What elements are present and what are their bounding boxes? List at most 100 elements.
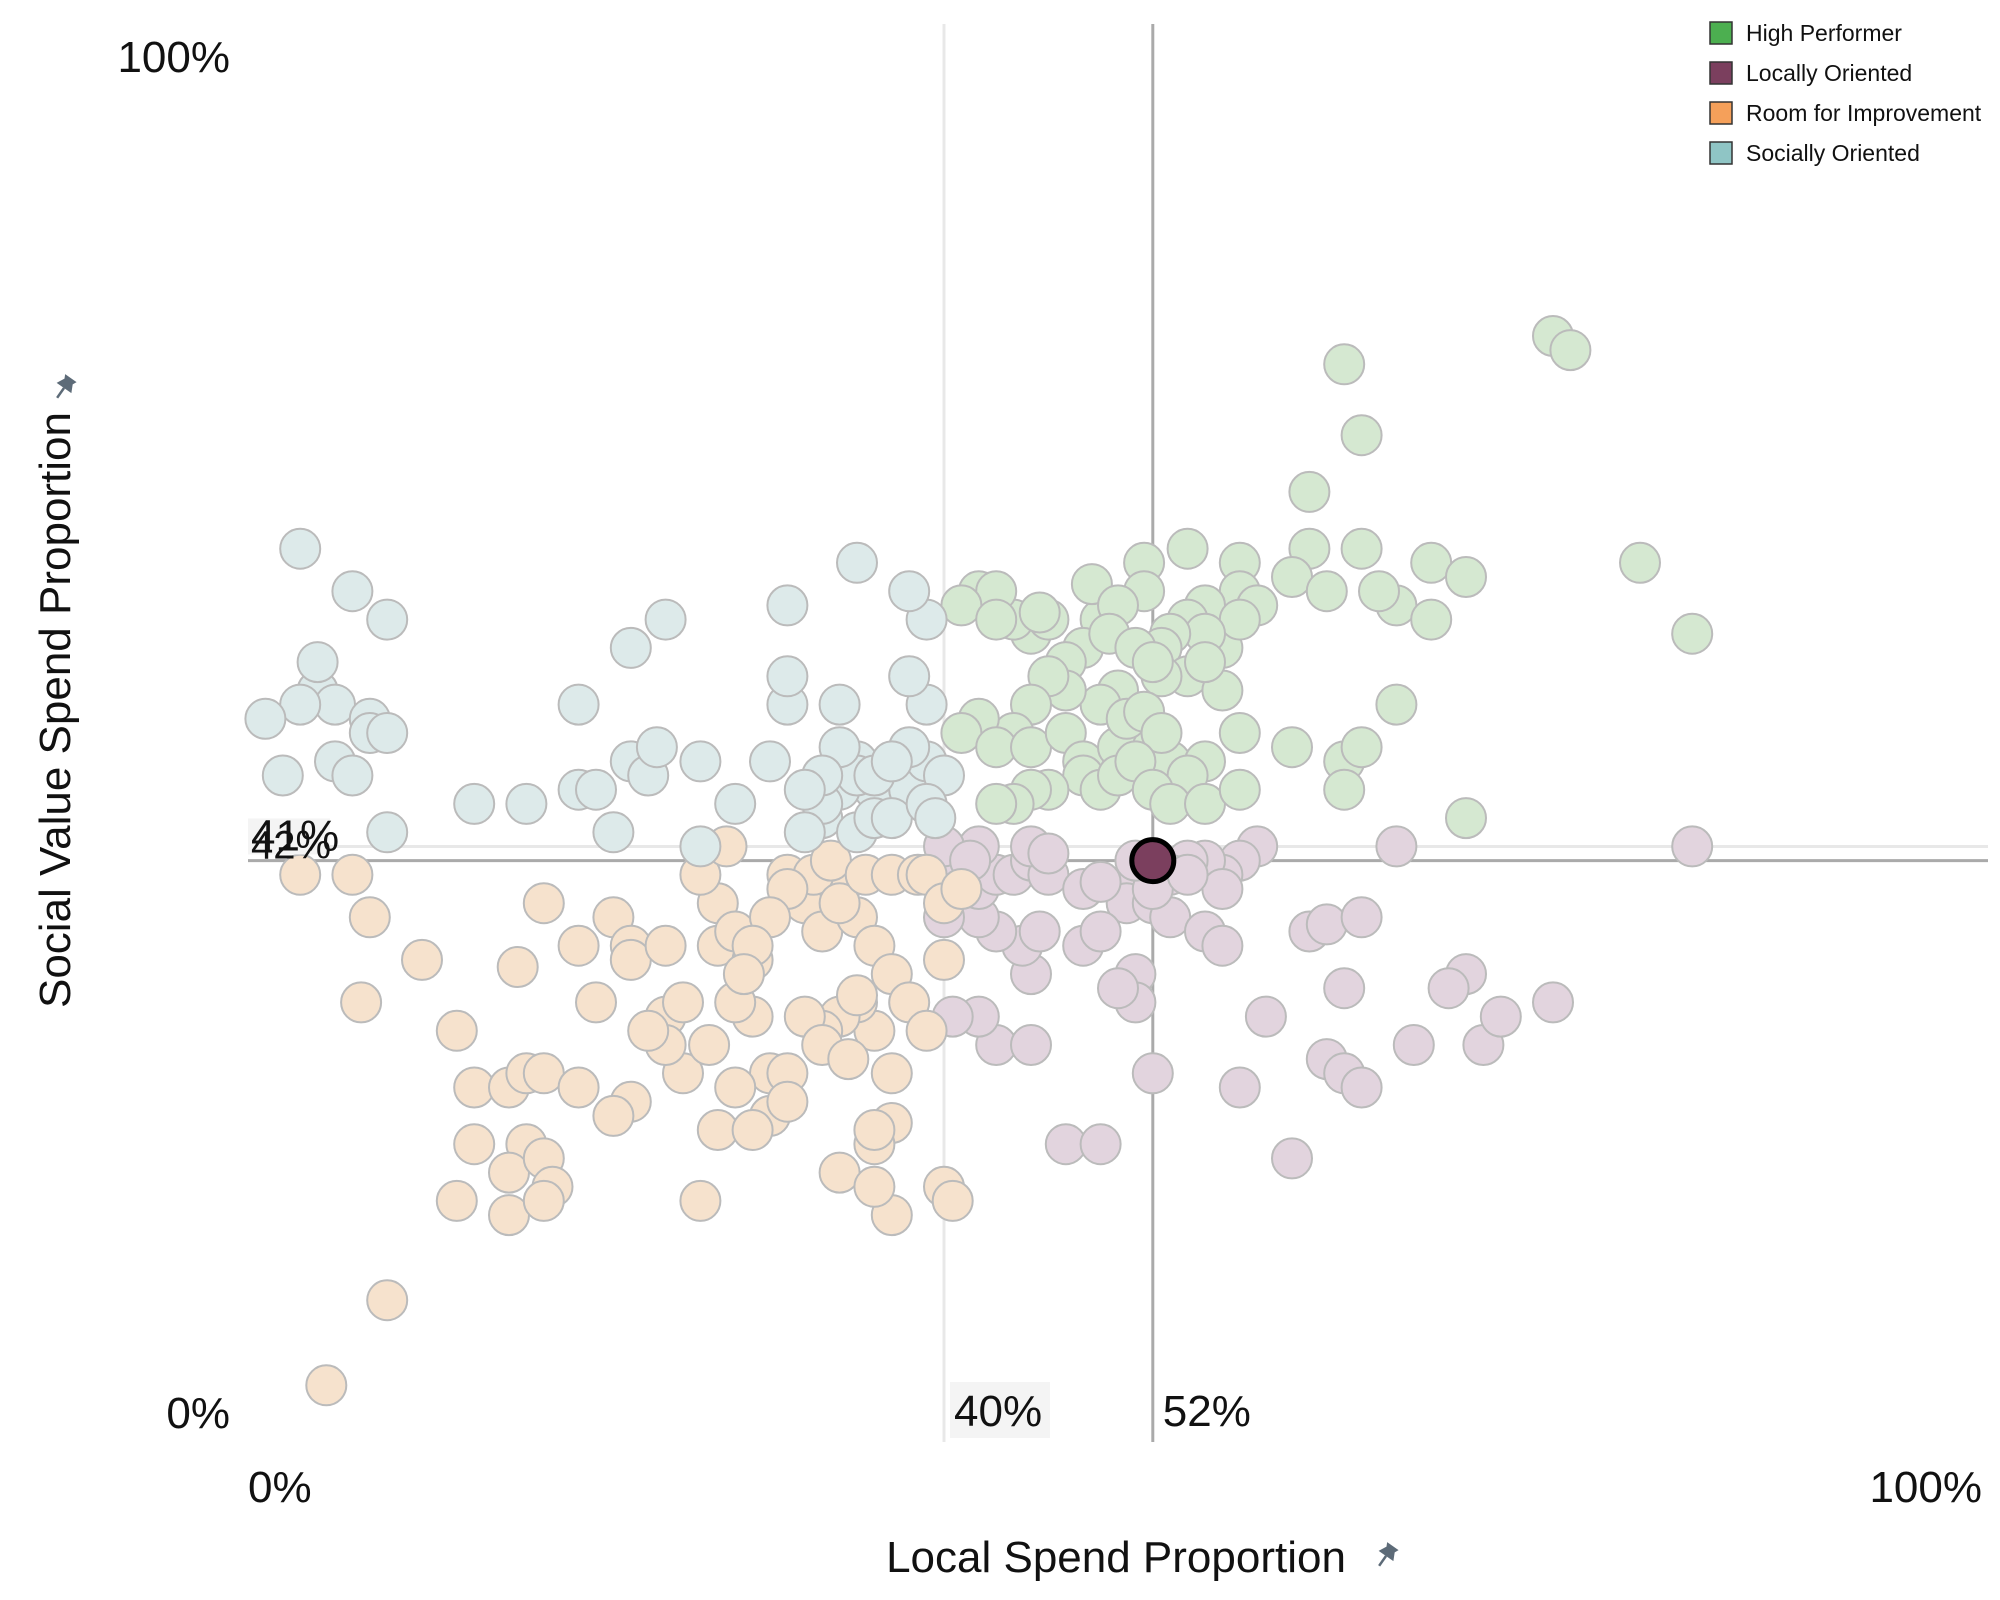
data-point-socially-oriented[interactable]	[836, 541, 878, 584]
data-point-high-performer[interactable]	[1323, 343, 1366, 386]
data-point-socially-oriented[interactable]	[505, 782, 548, 825]
data-point-locally-oriented[interactable]	[1201, 924, 1244, 967]
data-point-room-for-improvement[interactable]	[453, 1123, 496, 1166]
data-point-locally-oriented[interactable]	[1340, 1066, 1383, 1109]
data-point-locally-oriented[interactable]	[1479, 995, 1522, 1038]
data-point-high-performer[interactable]	[1166, 527, 1209, 570]
data-point-locally-oriented[interactable]	[1079, 910, 1122, 953]
data-point-socially-oriented[interactable]	[331, 754, 374, 797]
legend-label-high-performer[interactable]: High Performer	[1746, 20, 1902, 46]
data-point-room-for-improvement[interactable]	[331, 853, 374, 896]
legend-swatch-socially-oriented[interactable]	[1709, 141, 1733, 165]
data-point-socially-oriented[interactable]	[766, 655, 809, 698]
data-point-high-performer[interactable]	[1375, 683, 1418, 726]
data-point-room-for-improvement[interactable]	[644, 924, 687, 967]
data-point-locally-oriented[interactable]	[1340, 896, 1383, 939]
data-point-socially-oriented[interactable]	[870, 740, 913, 783]
data-point-high-performer[interactable]	[1018, 591, 1061, 634]
highlighted-data-point[interactable]	[1129, 837, 1177, 885]
data-point-socially-oriented[interactable]	[914, 797, 957, 840]
data-point-high-performer[interactable]	[1358, 570, 1400, 613]
data-point-high-performer[interactable]	[1140, 712, 1183, 754]
data-point-socially-oriented[interactable]	[766, 584, 809, 627]
data-point-high-performer[interactable]	[1445, 556, 1487, 598]
data-point-locally-oriented[interactable]	[1392, 1024, 1435, 1066]
data-point-socially-oriented[interactable]	[331, 570, 374, 613]
data-point-high-performer[interactable]	[1131, 641, 1174, 684]
data-point-locally-oriented[interactable]	[1323, 967, 1366, 1010]
data-point-room-for-improvement[interactable]	[340, 981, 383, 1024]
data-point-room-for-improvement[interactable]	[522, 1179, 565, 1222]
data-point-socially-oriented[interactable]	[749, 740, 791, 783]
data-point-high-performer[interactable]	[1671, 612, 1714, 655]
data-point-room-for-improvement[interactable]	[931, 1179, 974, 1222]
data-point-room-for-improvement[interactable]	[870, 1052, 913, 1095]
data-point-room-for-improvement[interactable]	[366, 1279, 409, 1322]
data-point-socially-oriented[interactable]	[888, 570, 931, 613]
data-point-room-for-improvement[interactable]	[905, 1009, 948, 1052]
data-point-socially-oriented[interactable]	[366, 811, 409, 854]
data-point-room-for-improvement[interactable]	[836, 974, 878, 1017]
data-point-socially-oriented[interactable]	[679, 740, 722, 783]
data-point-locally-oriented[interactable]	[1079, 1123, 1122, 1166]
data-point-socially-oriented[interactable]	[679, 825, 722, 868]
data-point-room-for-improvement[interactable]	[305, 1364, 348, 1407]
data-point-locally-oriented[interactable]	[1079, 860, 1122, 903]
data-point-socially-oriented[interactable]	[783, 768, 826, 811]
pin-icon[interactable]	[1372, 1541, 1401, 1571]
data-point-room-for-improvement[interactable]	[827, 1038, 870, 1081]
data-point-high-performer[interactable]	[1288, 470, 1331, 513]
data-point-high-performer[interactable]	[1340, 527, 1383, 570]
data-point-room-for-improvement[interactable]	[575, 981, 617, 1024]
data-point-room-for-improvement[interactable]	[496, 946, 539, 988]
data-point-room-for-improvement[interactable]	[557, 1066, 600, 1109]
data-point-socially-oriented[interactable]	[644, 598, 687, 641]
data-point-socially-oriented[interactable]	[783, 811, 826, 854]
data-point-socially-oriented[interactable]	[557, 683, 600, 726]
data-point-high-performer[interactable]	[1305, 570, 1348, 613]
data-point-high-performer[interactable]	[1323, 768, 1366, 811]
data-point-socially-oriented[interactable]	[609, 626, 652, 669]
data-point-locally-oriented[interactable]	[1018, 910, 1061, 953]
data-point-room-for-improvement[interactable]	[627, 1009, 670, 1052]
data-point-locally-oriented[interactable]	[1375, 825, 1418, 868]
data-point-locally-oriented[interactable]	[1271, 1137, 1313, 1180]
data-point-socially-oriented[interactable]	[244, 697, 287, 740]
legend-label-locally-oriented[interactable]: Locally Oriented	[1746, 60, 1912, 86]
data-point-socially-oriented[interactable]	[261, 754, 304, 797]
data-point-room-for-improvement[interactable]	[940, 868, 983, 910]
legend-swatch-locally-oriented[interactable]	[1709, 61, 1733, 85]
data-point-locally-oriented[interactable]	[1427, 967, 1470, 1010]
data-point-high-performer[interactable]	[1340, 414, 1383, 457]
data-point-socially-oriented[interactable]	[453, 782, 496, 825]
data-point-room-for-improvement[interactable]	[435, 1179, 478, 1222]
data-point-socially-oriented[interactable]	[366, 712, 409, 754]
data-point-room-for-improvement[interactable]	[766, 1080, 809, 1123]
data-point-room-for-improvement[interactable]	[348, 896, 391, 939]
data-point-socially-oriented[interactable]	[296, 641, 339, 684]
data-point-socially-oriented[interactable]	[366, 598, 409, 641]
data-point-high-performer[interactable]	[1619, 541, 1661, 584]
data-point-high-performer[interactable]	[1184, 641, 1226, 684]
data-point-locally-oriented[interactable]	[1218, 1066, 1261, 1109]
data-point-room-for-improvement[interactable]	[662, 981, 704, 1024]
data-point-locally-oriented[interactable]	[1671, 825, 1714, 868]
data-point-socially-oriented[interactable]	[592, 811, 635, 854]
data-point-room-for-improvement[interactable]	[722, 953, 765, 996]
data-point-locally-oriented[interactable]	[1131, 1052, 1174, 1095]
data-point-locally-oriented[interactable]	[1097, 967, 1139, 1010]
data-point-high-performer[interactable]	[1340, 726, 1383, 769]
data-point-socially-oriented[interactable]	[635, 726, 678, 769]
data-point-socially-oriented[interactable]	[279, 527, 322, 570]
data-point-room-for-improvement[interactable]	[853, 1109, 896, 1151]
data-point-room-for-improvement[interactable]	[435, 1009, 478, 1052]
legend-swatch-high-performer[interactable]	[1709, 21, 1733, 45]
data-point-room-for-improvement[interactable]	[592, 1094, 635, 1137]
data-point-room-for-improvement[interactable]	[818, 882, 861, 925]
data-point-room-for-improvement[interactable]	[923, 938, 965, 981]
pin-icon[interactable]	[50, 373, 79, 403]
data-point-room-for-improvement[interactable]	[557, 924, 600, 967]
data-point-room-for-improvement[interactable]	[401, 938, 443, 981]
data-point-socially-oriented[interactable]	[714, 782, 757, 825]
data-point-room-for-improvement[interactable]	[731, 1109, 774, 1151]
